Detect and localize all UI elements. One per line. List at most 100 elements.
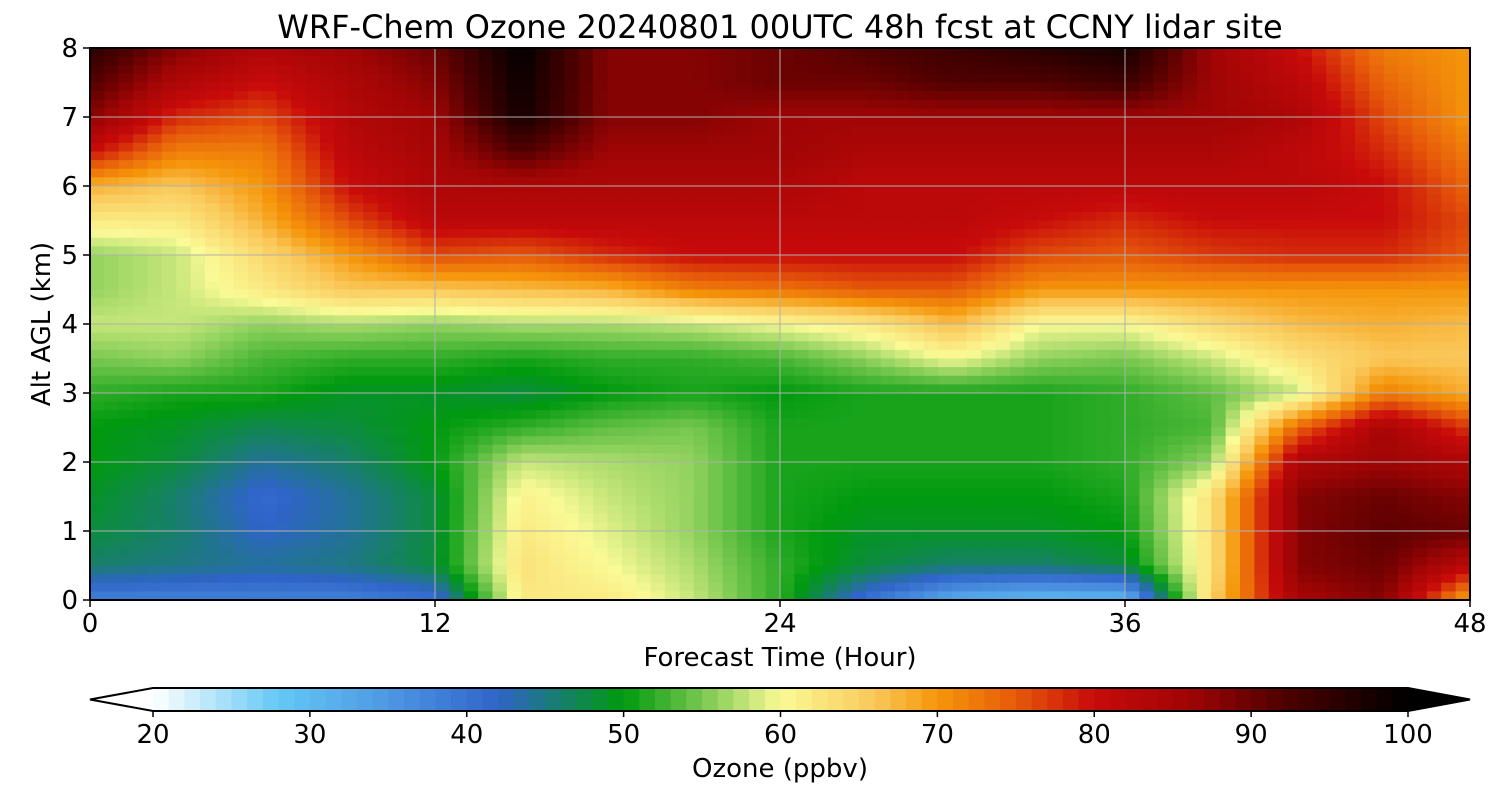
heatmap-cell [521, 246, 537, 256]
heatmap-cell [420, 56, 436, 66]
heatmap-cell [1254, 160, 1270, 170]
heatmap-cell [808, 255, 824, 265]
heatmap-cell [478, 393, 494, 403]
heatmap-cell [823, 211, 839, 222]
heatmap-cell [1067, 289, 1083, 299]
heatmap-cell [176, 246, 192, 256]
heatmap-cell [1168, 151, 1184, 161]
heatmap-cell [1311, 487, 1327, 498]
heatmap-cell [233, 56, 249, 66]
heatmap-cell [909, 332, 925, 342]
heatmap-cell [90, 306, 105, 316]
heatmap-cell [1340, 470, 1356, 480]
heatmap-cell [1024, 315, 1040, 325]
heatmap-cell [90, 341, 105, 351]
heatmap-cell [248, 220, 264, 230]
heatmap-cell [535, 229, 551, 239]
heatmap-cell [693, 82, 709, 92]
heatmap-cell [708, 444, 724, 454]
heatmap-cell [1153, 177, 1169, 187]
heatmap-cell [291, 108, 307, 118]
heatmap-cell [650, 73, 666, 84]
heatmap-cell [506, 73, 522, 84]
heatmap-cell [693, 401, 709, 411]
heatmap-cell [420, 82, 436, 92]
heatmap-cell [866, 177, 882, 187]
heatmap-cell [880, 168, 896, 178]
heatmap-cell [650, 211, 666, 222]
heatmap-cell [276, 367, 292, 377]
heatmap-cell [650, 168, 666, 178]
heatmap-cell [276, 56, 292, 66]
heatmap-cell [923, 470, 939, 480]
heatmap-cell [966, 99, 982, 109]
heatmap-cell [751, 220, 767, 230]
heatmap-cell [909, 255, 925, 265]
heatmap-cell [808, 160, 824, 170]
heatmap-cell [909, 393, 925, 403]
heatmap-cell [348, 280, 364, 291]
heatmap-cell [1067, 358, 1083, 368]
heatmap-cell [161, 73, 177, 84]
heatmap-cell [938, 203, 954, 213]
heatmap-cell [866, 401, 882, 411]
heatmap-cell [794, 427, 810, 437]
heatmap-cell [1196, 462, 1212, 472]
heatmap-cell [808, 91, 824, 101]
heatmap-cell [1268, 99, 1284, 109]
heatmap-cell [1455, 82, 1471, 92]
heatmap-cell [607, 229, 623, 239]
heatmap-cell [320, 341, 335, 351]
heatmap-cell [535, 324, 551, 334]
heatmap-cell [564, 177, 580, 187]
heatmap-cell [219, 306, 235, 316]
heatmap-cell [1196, 108, 1212, 118]
heatmap-cell [1383, 470, 1399, 480]
heatmap-cell [995, 203, 1011, 213]
heatmap-cell [1038, 125, 1054, 135]
heatmap-cell [995, 410, 1011, 420]
heatmap-cell [1297, 341, 1313, 351]
heatmap-cell [780, 125, 795, 135]
heatmap-cell [1340, 220, 1356, 230]
heatmap-cell [636, 203, 652, 213]
heatmap-cell [823, 349, 839, 360]
heatmap-cell [923, 160, 939, 170]
heatmap-cell [1297, 125, 1313, 135]
heatmap-cell [449, 418, 465, 429]
heatmap-cell [1254, 134, 1270, 144]
heatmap-cell [291, 410, 307, 420]
heatmap-cell [492, 108, 508, 118]
heatmap-cell [1096, 108, 1112, 118]
heatmap-cell [995, 349, 1011, 360]
heatmap-cell [1067, 401, 1083, 411]
heatmap-cell [449, 56, 465, 66]
heatmap-cell [1067, 73, 1083, 84]
heatmap-cell [118, 410, 134, 420]
heatmap-cell [866, 255, 882, 265]
heatmap-cell [1024, 151, 1040, 161]
heatmap-cell [391, 315, 407, 325]
heatmap-cell [794, 444, 810, 454]
heatmap-cell [1426, 427, 1442, 437]
heatmap-cell [1096, 229, 1112, 239]
heatmap-cell [363, 470, 379, 480]
heatmap-cell [391, 73, 407, 84]
heatmap-cell [1153, 384, 1169, 394]
heatmap-cell [851, 393, 867, 403]
heatmap-cell [909, 125, 925, 135]
heatmap-cell [104, 384, 120, 394]
heatmap-cell [1024, 418, 1040, 429]
heatmap-cell [1053, 125, 1069, 135]
heatmap-cell [449, 367, 465, 377]
heatmap-cell [636, 220, 652, 230]
heatmap-cell [1268, 470, 1284, 480]
heatmap-cell [564, 91, 580, 101]
heatmap-cell [1254, 142, 1270, 153]
heatmap-cell [104, 289, 120, 299]
heatmap-cell [995, 168, 1011, 178]
heatmap-cell [1081, 384, 1097, 394]
heatmap-cell [521, 255, 537, 265]
heatmap-cell [736, 168, 752, 178]
heatmap-cell [607, 367, 623, 377]
